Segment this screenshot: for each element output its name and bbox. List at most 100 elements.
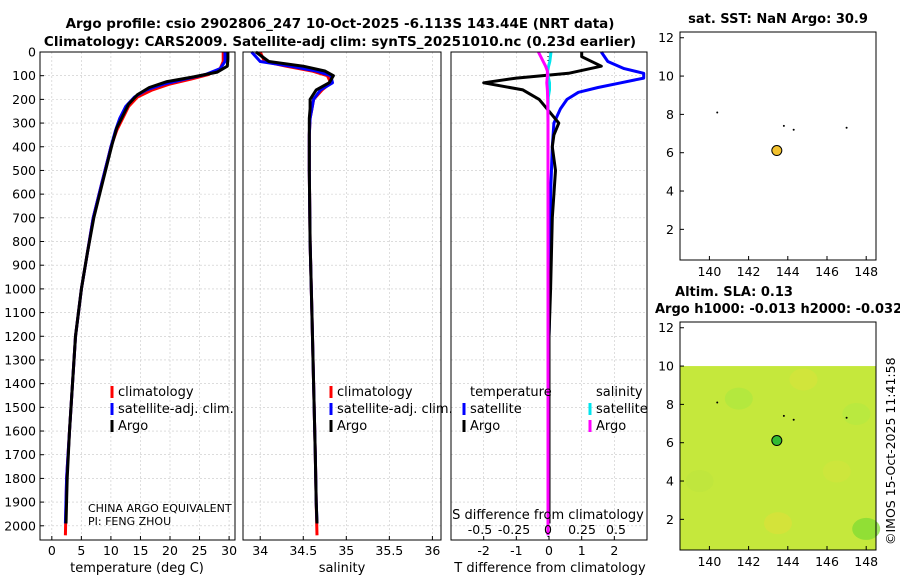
legend-label-satellite: satellite-adj. clim. xyxy=(118,402,234,417)
legend-label-sal-argo: Argo xyxy=(596,419,626,434)
credit-line1: CHINA ARGO EQUIVALENT xyxy=(88,502,232,515)
x-tick-label: 140 xyxy=(697,554,721,569)
y-tick-label: 10 xyxy=(658,69,674,84)
x-tick-label: 36 xyxy=(424,543,440,558)
argo-location-marker xyxy=(771,145,783,157)
y-tick-label: 2 xyxy=(666,222,674,237)
y-tick-label: 300 xyxy=(12,116,36,131)
nearby-float-point xyxy=(716,111,719,114)
x-tick-label: -2 xyxy=(477,543,489,558)
sla-map-x-ticks: 140 142 144 146 148 xyxy=(697,546,878,569)
x-tick-label: 142 xyxy=(737,554,761,569)
salinity-xlabel: salinity xyxy=(319,561,366,576)
salinity-legend: climatology satellite-adj. clim. Argo xyxy=(329,385,453,434)
y-tick-label: 4 xyxy=(666,184,674,199)
series-line-Argo xyxy=(255,50,335,524)
sla-map-y-ticks: 2 4 6 8 10 12 xyxy=(658,320,684,527)
y-tick-label: 600 xyxy=(12,187,36,202)
y-tick-label: 6 xyxy=(666,145,674,160)
salinity-grid xyxy=(243,51,441,540)
y-tick-label: 500 xyxy=(12,163,36,178)
nearby-float-point xyxy=(716,401,719,404)
series-line-salinity-Argo xyxy=(537,51,550,536)
y-tick-label: 8 xyxy=(666,107,674,122)
y-tick-label: 1300 xyxy=(4,352,36,367)
x-tick-label: 1 xyxy=(578,543,586,558)
legend-title-temperature: temperature xyxy=(470,385,552,400)
y-tick-label: 1800 xyxy=(4,471,36,486)
imos-timestamp: ©IMOS 15-Oct-2025 11:41:58 xyxy=(883,357,898,545)
x-tick-label: 2 xyxy=(610,543,618,558)
x-tick-label: 15 xyxy=(133,543,149,558)
y-tick-label: 1900 xyxy=(4,495,36,510)
x-tick-label: 144 xyxy=(776,264,800,279)
legend-label-satellite: satellite-adj. clim. xyxy=(337,402,453,417)
x-tick-label: 142 xyxy=(737,264,761,279)
y-tick-label: 0 xyxy=(28,45,36,60)
s-tick-label: 0 xyxy=(544,522,552,537)
s-tick-label: -0.25 xyxy=(498,522,530,537)
x-tick-label: 148 xyxy=(854,554,878,569)
temperature-axes-frame xyxy=(39,51,236,541)
legend-label-temp-satellite: satellite xyxy=(470,402,522,417)
x-tick-label: 34.5 xyxy=(289,543,317,558)
legend-title-salinity: salinity xyxy=(596,385,643,400)
nearby-float-point xyxy=(845,416,848,419)
sst-map-title: sat. SST: NaN Argo: 30.9 xyxy=(688,12,868,27)
legend-label-temp-argo: Argo xyxy=(470,419,500,434)
x-tick-label: 35 xyxy=(338,543,354,558)
nearby-float-point xyxy=(845,126,848,129)
series-line-temperature-Argo xyxy=(482,52,603,524)
y-tick-label: 200 xyxy=(12,92,36,107)
salinity-axes-frame xyxy=(242,51,442,541)
y-tick-label: 12 xyxy=(658,30,674,45)
salinity-x-ticks: 34 34.5 35 35.5 36 xyxy=(252,536,440,558)
x-tick-label: 34 xyxy=(252,543,268,558)
nearby-float-point xyxy=(792,128,795,131)
y-tick-label: 1500 xyxy=(4,400,36,415)
y-tick-label: 2 xyxy=(666,512,674,527)
sst-map-frame xyxy=(679,31,877,261)
x-tick-label: 0 xyxy=(545,543,553,558)
salinity-panel: 34 34.5 35 35.5 36 salinity climatology sate… xyxy=(242,50,453,576)
legend-label-climatology: climatology xyxy=(118,385,194,400)
x-tick-label: 30 xyxy=(221,543,237,558)
series-line-satellite-adj-clim xyxy=(63,52,227,524)
y-tick-label: 1600 xyxy=(4,424,36,439)
sst-map-panel: sat. SST: NaN Argo: 30.9 140 142 144 146 148… xyxy=(658,12,878,279)
y-tick-label: 2000 xyxy=(4,518,36,533)
sla-map-title-line1: Altim. SLA: 0.13 xyxy=(675,285,793,300)
difference-series xyxy=(482,51,646,536)
y-tick-label: 10 xyxy=(658,359,674,374)
sst-map-x-ticks: 140 142 144 146 148 xyxy=(697,256,878,279)
series-line-satellite-adj-clim xyxy=(250,50,334,524)
legend-label-sal-satellite: satellite xyxy=(596,402,648,417)
temperature-panel: 0 5 10 15 20 25 30 0 100 200 300 400 500 600 700 800 90… xyxy=(4,45,237,577)
nearby-float-point xyxy=(782,124,785,127)
s-difference-ticks: -0.5 -0.25 0 0.25 0.5 xyxy=(468,522,626,537)
difference-panel: -2 -1 0 1 2 S difference from climatology -0… xyxy=(450,51,648,576)
salinity-series xyxy=(250,50,335,536)
difference-x-ticks: -2 -1 0 1 2 xyxy=(477,536,618,558)
temperature-legend: climatology satellite-adj. clim. Argo xyxy=(110,385,234,434)
legend-label-argo: Argo xyxy=(118,419,148,434)
y-tick-label: 8 xyxy=(666,397,674,412)
x-tick-label: 5 xyxy=(77,543,85,558)
sla-anomaly-patch xyxy=(822,460,851,483)
sla-anomaly-patch xyxy=(842,402,871,425)
figure-title-line2: Climatology: CARS2009. Satellite-adj cli… xyxy=(44,34,636,50)
temperature-x-ticks: 0 5 10 15 20 25 30 xyxy=(48,536,237,558)
y-tick-label: 6 xyxy=(666,435,674,450)
legend-label-argo: Argo xyxy=(337,419,367,434)
y-tick-label: 12 xyxy=(658,320,674,335)
s-tick-label: 0.25 xyxy=(568,522,596,537)
x-tick-label: 20 xyxy=(162,543,178,558)
sla-map-panel: Altim. SLA: 0.13 Argo h1000: -0.013 h200… xyxy=(655,285,900,569)
temperature-y-ticks: 0 100 200 300 400 500 600 700 800 900 1000 1100 1200… xyxy=(4,45,44,533)
series-line-temperature-satellite xyxy=(547,51,646,524)
y-tick-label: 1000 xyxy=(4,281,36,296)
credit-line2: PI: FENG ZHOU xyxy=(88,515,171,528)
temperature-xlabel: temperature (deg C) xyxy=(70,561,204,576)
series-line-Argo xyxy=(64,52,230,524)
